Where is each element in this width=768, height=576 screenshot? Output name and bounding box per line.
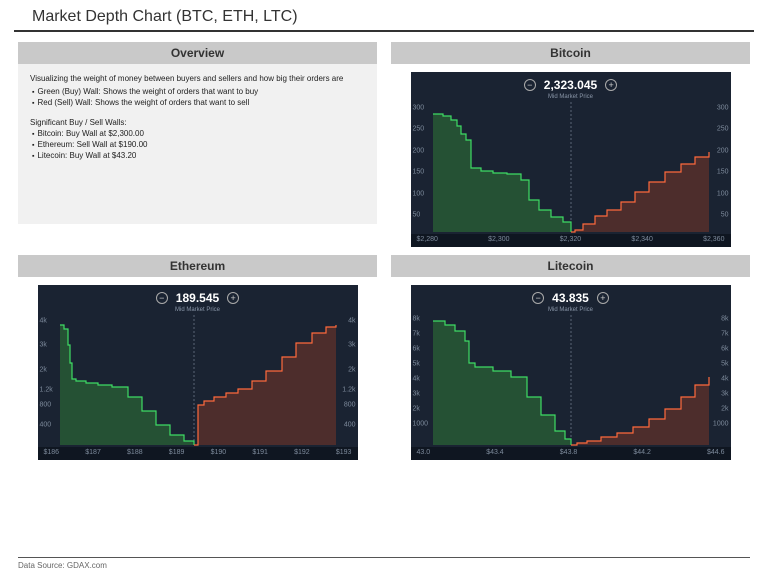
panel-litecoin: Litecoin −43.835+Mid Market Price8k7k6k5… [391,255,750,460]
overview-bullet-red: Red (Sell) Wall: Shows the weight of ord… [32,98,365,109]
panel-header-bitcoin: Bitcoin [391,42,750,64]
page-title: Market Depth Chart (BTC, ETH, LTC) [14,0,754,32]
panel-overview: Overview Visualizing the weight of money… [18,42,377,247]
overview-sig-title: Significant Buy / Sell Walls: [30,118,365,129]
panel-bitcoin: Bitcoin −2,323.045+Mid Market Price30025… [391,42,750,247]
zoom-out-icon[interactable]: − [532,292,544,304]
overview-sig-btc: Bitcoin: Buy Wall at $2,300.00 [32,129,365,140]
overview-lead: Visualizing the weight of money between … [30,74,365,85]
overview-sig-ltc: Litecoin: Buy Wall at $43.20 [32,151,365,162]
zoom-in-icon[interactable]: + [227,292,239,304]
overview-bullet-green: Green (Buy) Wall: Shows the weight of or… [32,87,365,98]
panel-ethereum: Ethereum −189.545+Mid Market Price4k3k2k… [18,255,377,460]
panel-header-overview: Overview [18,42,377,64]
mid-market-price-label: Mid Market Price [38,307,358,313]
overview-sig-eth: Ethereum: Sell Wall at $190.00 [32,140,365,151]
mid-market-price-label: Mid Market Price [411,94,731,100]
depth-chart-ethereum: −189.545+Mid Market Price4k3k2k1.2k80040… [38,285,358,460]
depth-chart-bitcoin: −2,323.045+Mid Market Price3002502001501… [411,72,731,247]
zoom-in-icon[interactable]: + [605,79,617,91]
panel-header-ethereum: Ethereum [18,255,377,277]
overview-body: Visualizing the weight of money between … [18,64,377,224]
mid-market-price-label: Mid Market Price [411,307,731,313]
panel-header-litecoin: Litecoin [391,255,750,277]
data-source-label: Data Source: GDAX.com [18,557,750,570]
zoom-out-icon[interactable]: − [156,292,168,304]
mid-market-price: 189.545 [176,291,219,305]
mid-market-price: 2,323.045 [544,78,597,92]
depth-chart-litecoin: −43.835+Mid Market Price8k7k6k5k4k3k2k10… [411,285,731,460]
zoom-out-icon[interactable]: − [524,79,536,91]
mid-market-price: 43.835 [552,291,589,305]
zoom-in-icon[interactable]: + [597,292,609,304]
panel-grid: Overview Visualizing the weight of money… [0,32,768,464]
